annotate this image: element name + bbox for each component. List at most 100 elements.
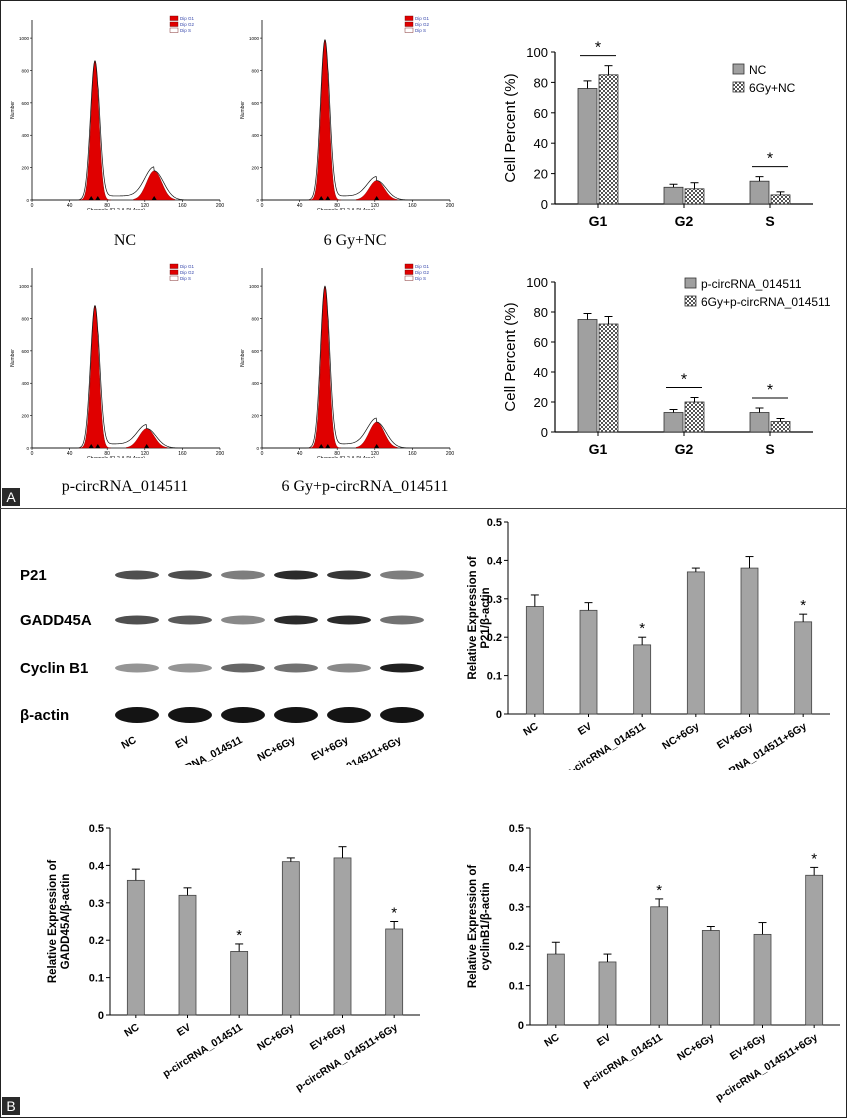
chart-sig-star: * [595, 40, 601, 57]
chart-legend-swatch [732, 63, 745, 75]
blot-lane-label: p-circRNA_014511 [158, 734, 245, 765]
flow-y-tick-label: 400 [21, 381, 29, 386]
panel-label-b: B [2, 1097, 20, 1115]
flow-marker [325, 444, 331, 448]
flow-legend-label: Dip G1 [180, 16, 195, 21]
flow-x-label: Channels (FL2-A-PI-Area) [317, 208, 375, 210]
chart-y-label-line2: P21/β-actin [480, 587, 492, 648]
chart-bar [598, 323, 619, 433]
flow-g1-peak [308, 285, 342, 449]
flow-x-tick-label: 80 [104, 451, 110, 457]
chart-y-label-line2: GADD45A/β-actin [60, 874, 72, 970]
flow-marker [318, 444, 324, 448]
flow-legend-label: Dip S [415, 276, 426, 281]
chart-y-tick-label: 0.3 [509, 902, 524, 914]
flow-x-tick-label: 0 [31, 451, 34, 457]
flow-marker [374, 196, 380, 200]
flow-y-label: Number [10, 101, 16, 119]
cell-cycle-chart-p-circrna: 0 20 40 60 80 100 Cell Percent (%) G1 G2 * S * p-cir… [502, 275, 831, 457]
chart-y-tick-label: 100 [526, 275, 548, 290]
gadd45a-expression-chart: 0 0.1 0.2 0.3 0.4 0.5 Relative Expression of GA… [47, 823, 420, 1094]
flow-legend-label: Dip G2 [180, 22, 195, 27]
blot-band [115, 615, 159, 625]
chart-y-tick-label: 0 [541, 425, 548, 440]
chart-y-label-line2: cyclinB1/β-actin [480, 882, 492, 970]
flow-y-tick-label: 200 [21, 166, 29, 171]
blot-band [168, 570, 212, 580]
flow-x-tick-label: 40 [67, 203, 73, 209]
flow-legend-swatch [169, 263, 179, 269]
flow-marker [95, 444, 101, 448]
blot-band [221, 707, 265, 723]
chart-x-tick-label: EV [595, 1031, 613, 1049]
flow-y-label: Number [240, 349, 246, 367]
blot-band [168, 663, 212, 673]
chart-y-label-line1: Relative Expression of [47, 860, 59, 984]
blot-band [274, 570, 318, 580]
chart-x-tick-label: p-circRNA_014511 [161, 1021, 245, 1080]
chart-x-tick-label: EV+6Gy [308, 1021, 348, 1052]
blot-band [221, 663, 265, 673]
chart-y-tick-label: 20 [534, 395, 548, 410]
flow-marker [374, 444, 380, 448]
flow-y-tick-label: 1000 [19, 284, 30, 289]
chart-y-tick-label: 0 [518, 1020, 524, 1032]
flow-x-tick-label: 120 [371, 451, 380, 457]
flow-y-tick-label: 400 [251, 381, 259, 386]
flow-legend-swatch [404, 21, 414, 27]
chart-x-tick-label: G2 [675, 441, 694, 457]
flow-y-tick-label: 0 [256, 446, 259, 451]
flow-y-tick-label: 400 [251, 133, 259, 138]
chart-bar [770, 194, 791, 205]
chart-y-tick-label: 0.4 [509, 862, 525, 874]
chart-y-tick-label: 0.1 [487, 671, 502, 683]
flow-x-tick-label: 80 [104, 203, 110, 209]
flow-y-tick-label: 400 [21, 133, 29, 138]
chart-bar [686, 571, 705, 715]
flow-y-tick-label: 800 [21, 316, 29, 321]
flow-marker [88, 196, 94, 200]
blot-lane-label: p-circRNA_014511+6Gy [294, 734, 404, 765]
flow-outline [32, 304, 220, 449]
flow-x-label: Channels (FL2-A-PI-Area) [87, 208, 145, 210]
flow-y-tick-label: 600 [251, 101, 259, 106]
blot-protein-label: GADD45A [20, 612, 92, 629]
chart-x-tick-label: NC+6Gy [255, 1021, 296, 1053]
chart-bar [577, 88, 598, 205]
chart-y-tick-label: 0.2 [509, 941, 524, 953]
chart-y-tick-label: 0.5 [487, 517, 502, 529]
chart-y-tick-label: 0.2 [487, 632, 502, 644]
blot-band [221, 615, 265, 625]
flow-x-tick-label: 40 [297, 203, 303, 209]
chart-sig-star: * [800, 597, 806, 614]
flow-y-tick-label: 1000 [249, 284, 260, 289]
flow-x-label: Channels (FL2-A-PI-Area) [317, 456, 375, 458]
flow-y-tick-label: 1000 [249, 36, 260, 41]
chart-bar [770, 421, 791, 433]
flow-x-tick-label: 200 [446, 451, 455, 457]
chart-x-tick-label: S [765, 441, 774, 457]
flow-y-tick-label: 800 [251, 316, 259, 321]
flow-x-tick-label: 80 [334, 451, 340, 457]
blot-band [327, 663, 371, 673]
flow-x-tick-label: 160 [408, 203, 417, 209]
chart-sig-star: * [681, 372, 687, 389]
chart-bar [663, 186, 684, 205]
flow-x-tick-label: 0 [31, 203, 34, 209]
chart-bar [753, 933, 772, 1026]
chart-legend-label: 6Gy+NC [749, 81, 796, 95]
flow-outline [262, 285, 450, 449]
flow-legend-label: Dip S [180, 28, 191, 33]
blot-band [274, 707, 318, 723]
chart-sig-star: * [767, 151, 773, 168]
chart-bar [701, 930, 720, 1026]
chart-y-tick-label: 0.5 [509, 823, 524, 835]
chart-x-tick-label: NC [521, 720, 541, 738]
cyclinb1-expression-chart: 0 0.1 0.2 0.3 0.4 0.5 Relative Expression of cy… [467, 823, 840, 1103]
chart-legend-swatch [684, 277, 697, 289]
flow-histogram-nc: Number 0 40 80 120 160 200 Channels (FL2-A-PI-A… [10, 15, 224, 210]
chart-y-tick-label: 0.3 [89, 898, 104, 910]
blot-band [380, 707, 424, 723]
blot-protein-label: P21 [20, 567, 47, 584]
cell-cycle-chart-nc: 0 20 40 60 80 100 Cell Percent (%) G1 * G2 S * NC 6Gy… [502, 40, 813, 228]
